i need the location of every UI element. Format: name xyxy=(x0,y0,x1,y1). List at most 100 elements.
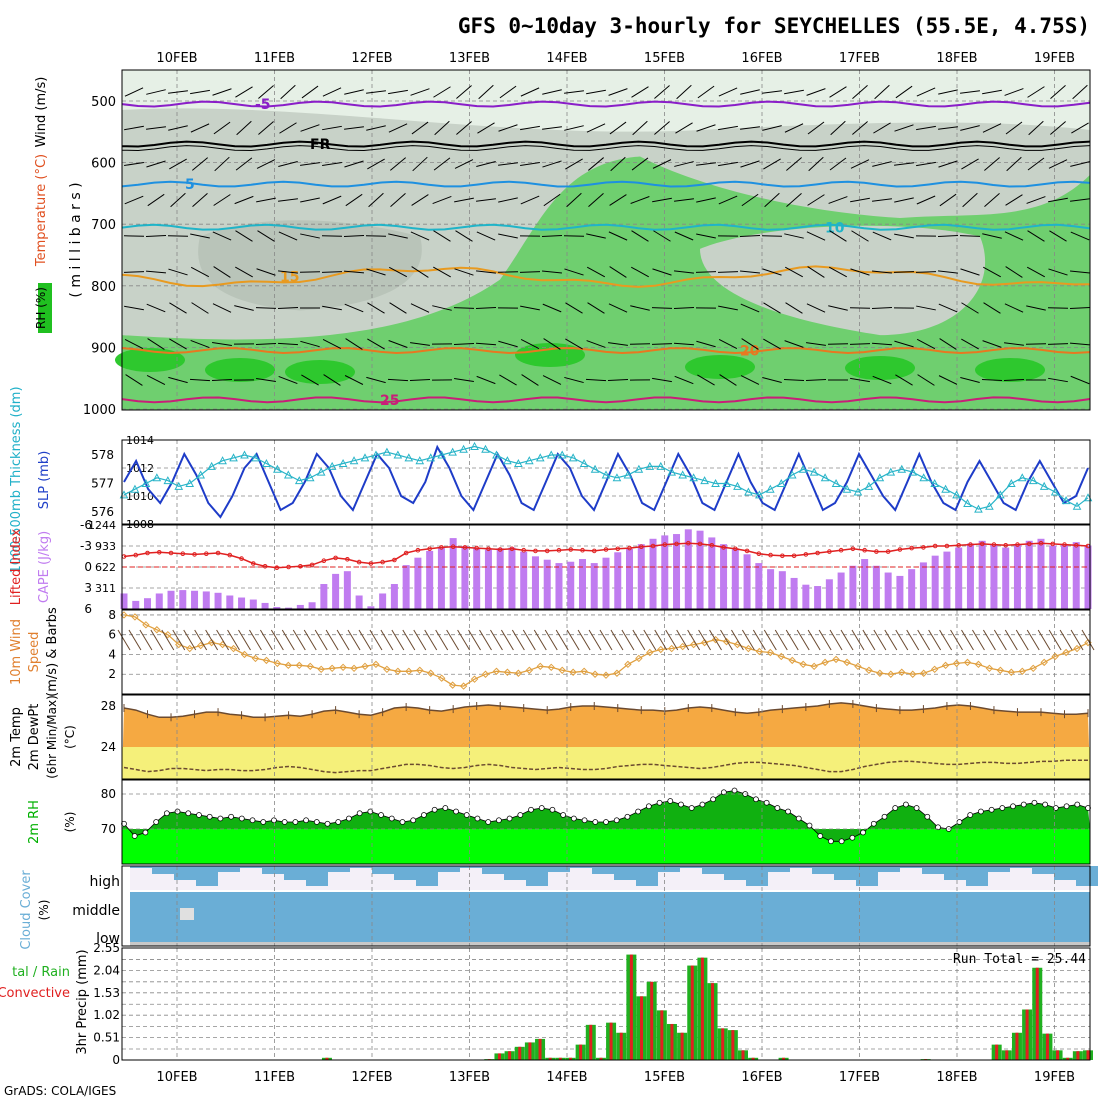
wind-barb xyxy=(961,338,979,350)
rh2m-marker xyxy=(324,820,331,827)
rh2m-marker xyxy=(603,819,609,825)
thickness-line xyxy=(123,445,1089,510)
cape-tick: 933 xyxy=(95,540,116,553)
wind-barb xyxy=(411,121,429,135)
li-marker xyxy=(662,542,668,547)
wind-barb-10m xyxy=(895,629,909,651)
thickness-marker xyxy=(875,473,885,482)
cape-bar xyxy=(508,547,516,609)
precip-convective-bar xyxy=(548,1057,552,1060)
cape-bar xyxy=(567,561,575,609)
wind-speed-marker xyxy=(1018,667,1026,675)
li-marker xyxy=(780,553,785,559)
wind-barb xyxy=(1003,379,1025,381)
wind-barb xyxy=(939,193,957,207)
wind-barb-10m xyxy=(1037,629,1051,651)
wind-barb-10m xyxy=(709,629,722,651)
wind-barb-10m xyxy=(238,629,251,651)
wind-barb xyxy=(433,230,451,242)
wind-barb xyxy=(806,303,826,313)
precip-convective-bar xyxy=(650,981,654,1060)
precip-convective-bar xyxy=(782,1057,786,1060)
li-marker xyxy=(591,548,597,554)
wind-barb xyxy=(588,193,604,207)
li-marker xyxy=(533,548,538,554)
thickness-tick: 576 xyxy=(91,505,114,519)
date-label-top: 19FEB xyxy=(1034,51,1075,66)
wind-barb xyxy=(390,192,406,208)
date-label-bottom: 11FEB xyxy=(254,1070,295,1085)
cape-bar xyxy=(731,548,739,609)
li-marker xyxy=(1026,541,1032,547)
wind-speed-marker xyxy=(668,644,676,653)
thickness-marker xyxy=(448,447,457,456)
thickness-marker xyxy=(623,470,633,479)
rh2m-marker xyxy=(935,824,941,831)
high-cloud-bar xyxy=(1054,866,1076,880)
wind-speed-marker xyxy=(394,667,402,675)
temp2m-axis-label: 2m Temp xyxy=(9,707,24,767)
wind-speed-marker xyxy=(919,669,928,677)
li-marker xyxy=(615,546,621,552)
wind-barb xyxy=(191,302,209,314)
rh2m-marker xyxy=(453,808,459,815)
wind-barb xyxy=(520,195,540,205)
thickness-marker xyxy=(612,473,622,482)
wind-barb xyxy=(1005,194,1023,206)
thickness-marker xyxy=(963,498,972,507)
cape-bar xyxy=(614,552,622,609)
rh2m-marker xyxy=(217,815,224,822)
cape-bar xyxy=(943,551,951,609)
rh-saturated-blob xyxy=(515,343,585,367)
wind-barb xyxy=(588,157,604,171)
wind-barb xyxy=(850,268,870,276)
rh2m-marker xyxy=(292,819,299,825)
wind-barb-10m xyxy=(961,629,974,651)
wind-barb xyxy=(124,339,144,349)
cape-bar xyxy=(379,593,387,609)
wind-barb xyxy=(456,85,472,99)
wind-barb xyxy=(696,162,716,166)
wind-speed-marker xyxy=(186,644,194,653)
thickness-marker xyxy=(908,467,918,476)
high-cloud-bar xyxy=(1010,866,1032,868)
cape-bar xyxy=(296,604,304,609)
wind-barb xyxy=(454,197,474,203)
wind-barb xyxy=(608,342,628,346)
wind-speed-marker xyxy=(843,658,851,667)
wind-barb xyxy=(521,374,539,386)
wind-barb xyxy=(345,193,363,207)
isotherm-line xyxy=(121,145,1091,152)
wind-barb xyxy=(784,89,804,95)
wind-barb-10m xyxy=(391,629,405,651)
wind-barb xyxy=(300,340,320,348)
wind-barb xyxy=(278,375,298,385)
rh2m-marker xyxy=(549,806,556,813)
cape-bar xyxy=(919,562,927,609)
date-label-bottom: 13FEB xyxy=(449,1070,490,1085)
thickness-marker xyxy=(163,476,173,485)
precip-axis-label: 3hr Precip (mm) xyxy=(75,949,90,1054)
cape-bar xyxy=(767,569,775,609)
wind-barb xyxy=(608,303,628,313)
wind-barb xyxy=(631,86,649,98)
li-marker xyxy=(392,557,397,563)
rh2m-marker xyxy=(581,817,588,824)
wind-barb xyxy=(367,302,385,314)
wind-barb xyxy=(1070,231,1090,241)
high-cloud-bar xyxy=(284,866,306,880)
thickness-marker xyxy=(787,470,797,479)
cape-bar xyxy=(214,592,222,609)
run-total-label: Run Total = 25.44 xyxy=(953,952,1086,967)
li-marker xyxy=(156,550,162,555)
wind-barb xyxy=(344,89,364,95)
wind-barb xyxy=(190,123,210,133)
thickness-marker xyxy=(240,450,249,459)
high-cloud-bar xyxy=(944,866,966,880)
wind-barb xyxy=(1047,307,1069,309)
rh2m-marker xyxy=(720,789,727,796)
rh2m-marker xyxy=(560,812,567,818)
wind-barb xyxy=(543,338,561,350)
rh2m-marker xyxy=(860,829,866,836)
